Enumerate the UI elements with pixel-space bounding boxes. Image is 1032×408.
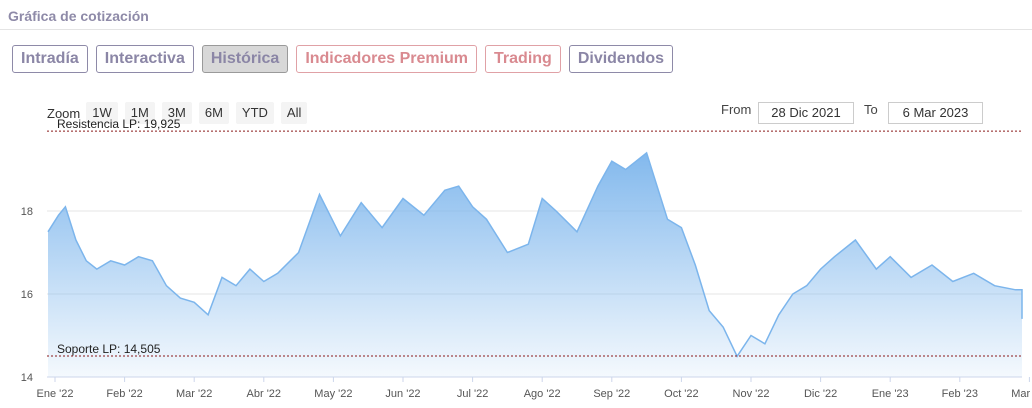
x-tick-label: Ene '22 — [37, 388, 74, 400]
x-tick-label: Oct '22 — [664, 388, 699, 400]
to-label: To — [864, 102, 878, 117]
title-divider — [0, 29, 1032, 30]
x-tick-label: Jul '22 — [457, 388, 488, 400]
zoom-bar: Zoom 1W 1M 3M 6M YTD All — [47, 102, 314, 124]
zoom-1w-button[interactable]: 1W — [86, 102, 118, 124]
x-tick-label: Abr '22 — [247, 388, 282, 400]
from-label: From — [721, 102, 752, 117]
page-title: Gráfica de cotización — [8, 8, 149, 24]
support-label: Soporte LP: 14,505 — [57, 342, 161, 356]
y-tick-label: 14 — [21, 372, 33, 384]
resistance-label: Resistencia LP: 19,925 — [57, 117, 181, 131]
from-date-input[interactable]: 28 Dic 2021 — [758, 102, 854, 124]
y-tick-label: 16 — [21, 289, 33, 301]
price-area — [48, 152, 1022, 377]
x-tick-label: Mar '23 — [1011, 388, 1032, 400]
zoom-1m-button[interactable]: 1M — [124, 102, 155, 124]
tab-intradia[interactable]: Intradía — [12, 45, 88, 73]
tab-indicadores-premium[interactable]: Indicadores Premium — [296, 45, 478, 73]
x-tick-label: Jun '22 — [385, 388, 420, 400]
price-line — [47, 151, 1023, 358]
x-tick-label: Feb '22 — [106, 388, 142, 400]
chart-tabs: Intradía Interactiva Histórica Indicador… — [12, 45, 674, 73]
x-tick-label: Sep '22 — [593, 388, 630, 400]
x-tick-label: Ago '22 — [524, 388, 561, 400]
x-tick-label: Feb '23 — [942, 388, 978, 400]
x-tick-label: May '22 — [314, 388, 352, 400]
tab-historica[interactable]: Histórica — [201, 45, 289, 73]
zoom-6m-button[interactable]: 6M — [198, 102, 229, 124]
x-tick-label: Dic '22 — [804, 388, 837, 400]
to-date-input[interactable]: 6 Mar 2023 — [888, 102, 983, 124]
x-tick-label: Nov '22 — [733, 388, 770, 400]
zoom-all-button[interactable]: All — [280, 102, 308, 124]
x-tick-label: Mar '22 — [176, 388, 212, 400]
tab-dividendos[interactable]: Dividendos — [568, 45, 674, 73]
zoom-3m-button[interactable]: 3M — [161, 102, 192, 124]
tab-interactiva[interactable]: Interactiva — [95, 45, 194, 73]
y-tick-label: 18 — [21, 206, 33, 218]
zoom-ytd-button[interactable]: YTD — [235, 102, 274, 124]
zoom-label: Zoom — [47, 105, 81, 121]
x-tick-label: Ene '23 — [872, 388, 909, 400]
tab-trading[interactable]: Trading — [485, 45, 561, 73]
